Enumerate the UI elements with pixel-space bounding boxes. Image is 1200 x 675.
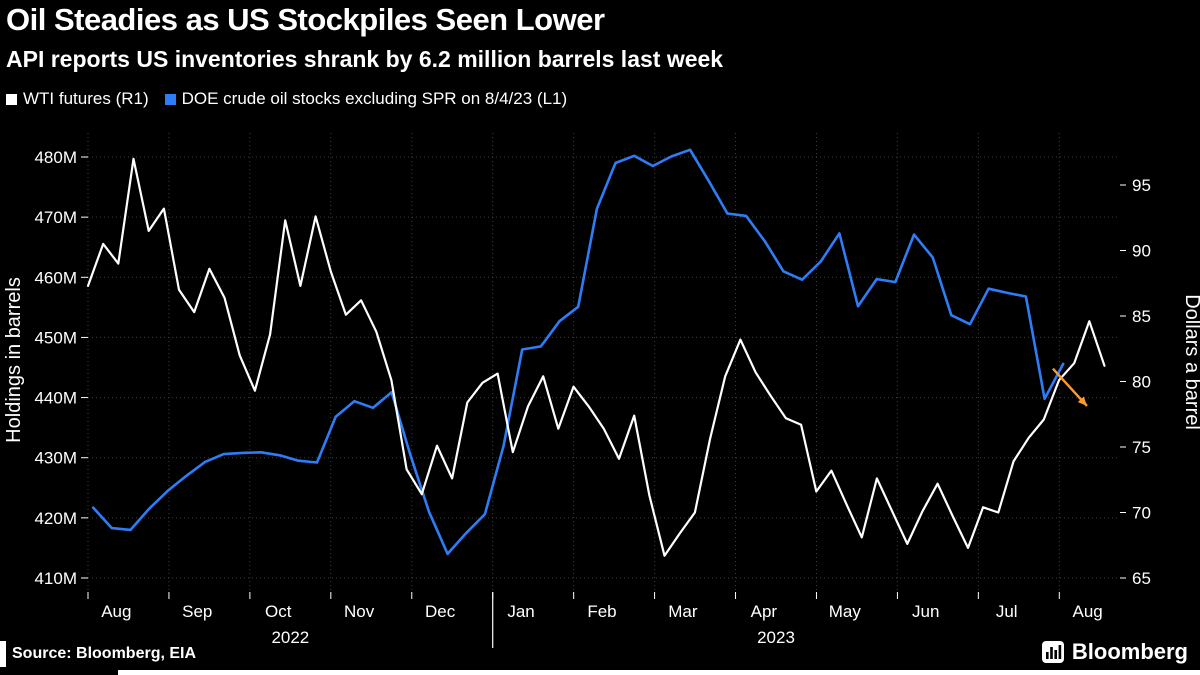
bottom-accent-bar: [118, 670, 1200, 675]
svg-text:Nov: Nov: [344, 602, 375, 621]
axis-tick-labels: 480M 470M 460M 450M 440M 430M 420M 410M 95 90 85 80…: [34, 148, 1150, 647]
source-divider-bar: [0, 641, 6, 667]
svg-text:470M: 470M: [34, 208, 77, 227]
svg-text:80: 80: [1132, 373, 1151, 392]
svg-text:Jun: Jun: [912, 602, 939, 621]
svg-text:410M: 410M: [34, 569, 77, 588]
svg-text:Jul: Jul: [996, 602, 1018, 621]
svg-text:May: May: [829, 602, 862, 621]
svg-text:90: 90: [1132, 242, 1151, 261]
svg-text:75: 75: [1132, 438, 1151, 457]
svg-text:95: 95: [1132, 176, 1151, 195]
draw-annotation-arrow: [1052, 367, 1088, 407]
svg-text:480M: 480M: [34, 148, 77, 167]
svg-text:2022: 2022: [271, 628, 309, 647]
svg-text:460M: 460M: [34, 268, 77, 287]
legend-label-wti: WTI futures (R1): [23, 89, 149, 108]
svg-text:70: 70: [1132, 504, 1151, 523]
svg-text:Feb: Feb: [587, 602, 616, 621]
source-text: Source: Bloomberg, EIA: [12, 645, 197, 662]
right-axis-title: Dollars a barrel: [1181, 294, 1200, 430]
svg-text:440M: 440M: [34, 389, 77, 408]
svg-text:85: 85: [1132, 307, 1151, 326]
svg-text:Dec: Dec: [425, 602, 456, 621]
bloomberg-logo: Bloomberg: [1041, 639, 1188, 665]
chart-title: Oil Steadies as US Stockpiles Seen Lower: [6, 2, 605, 37]
svg-text:Jan: Jan: [507, 602, 534, 621]
svg-text:2023: 2023: [757, 628, 795, 647]
svg-text:420M: 420M: [34, 509, 77, 528]
doe-swatch: [164, 93, 176, 105]
svg-text:Oct: Oct: [265, 602, 292, 621]
svg-text:430M: 430M: [34, 449, 77, 468]
chart-legend: WTI futures (R1) DOE crude oil stocks ex…: [6, 89, 567, 109]
bloomberg-wordmark: Bloomberg: [1071, 639, 1188, 664]
svg-text:65: 65: [1132, 569, 1151, 588]
svg-text:Aug: Aug: [101, 602, 131, 621]
svg-text:Sep: Sep: [182, 602, 212, 621]
legend-item-doe: DOE crude oil stocks excluding SPR on 8/…: [164, 89, 568, 109]
legend-label-doe: DOE crude oil stocks excluding SPR on 8/…: [181, 89, 568, 108]
doe-line: [91, 148, 1065, 556]
svg-text:Aug: Aug: [1072, 602, 1102, 621]
gridlines: [87, 133, 1120, 592]
left-axis-title: Holdings in barrels: [3, 277, 25, 443]
axis-ticks: [81, 156, 1126, 648]
wti-swatch: [6, 93, 17, 105]
wti-line: [86, 157, 1106, 557]
svg-text:450M: 450M: [34, 328, 77, 347]
svg-text:Mar: Mar: [668, 602, 698, 621]
chart-subtitle: API reports US inventories shrank by 6.2…: [6, 46, 724, 72]
legend-item-wti: WTI futures (R1): [6, 89, 149, 109]
bloomberg-logo-icon: [1041, 641, 1064, 663]
svg-text:Apr: Apr: [751, 602, 778, 621]
